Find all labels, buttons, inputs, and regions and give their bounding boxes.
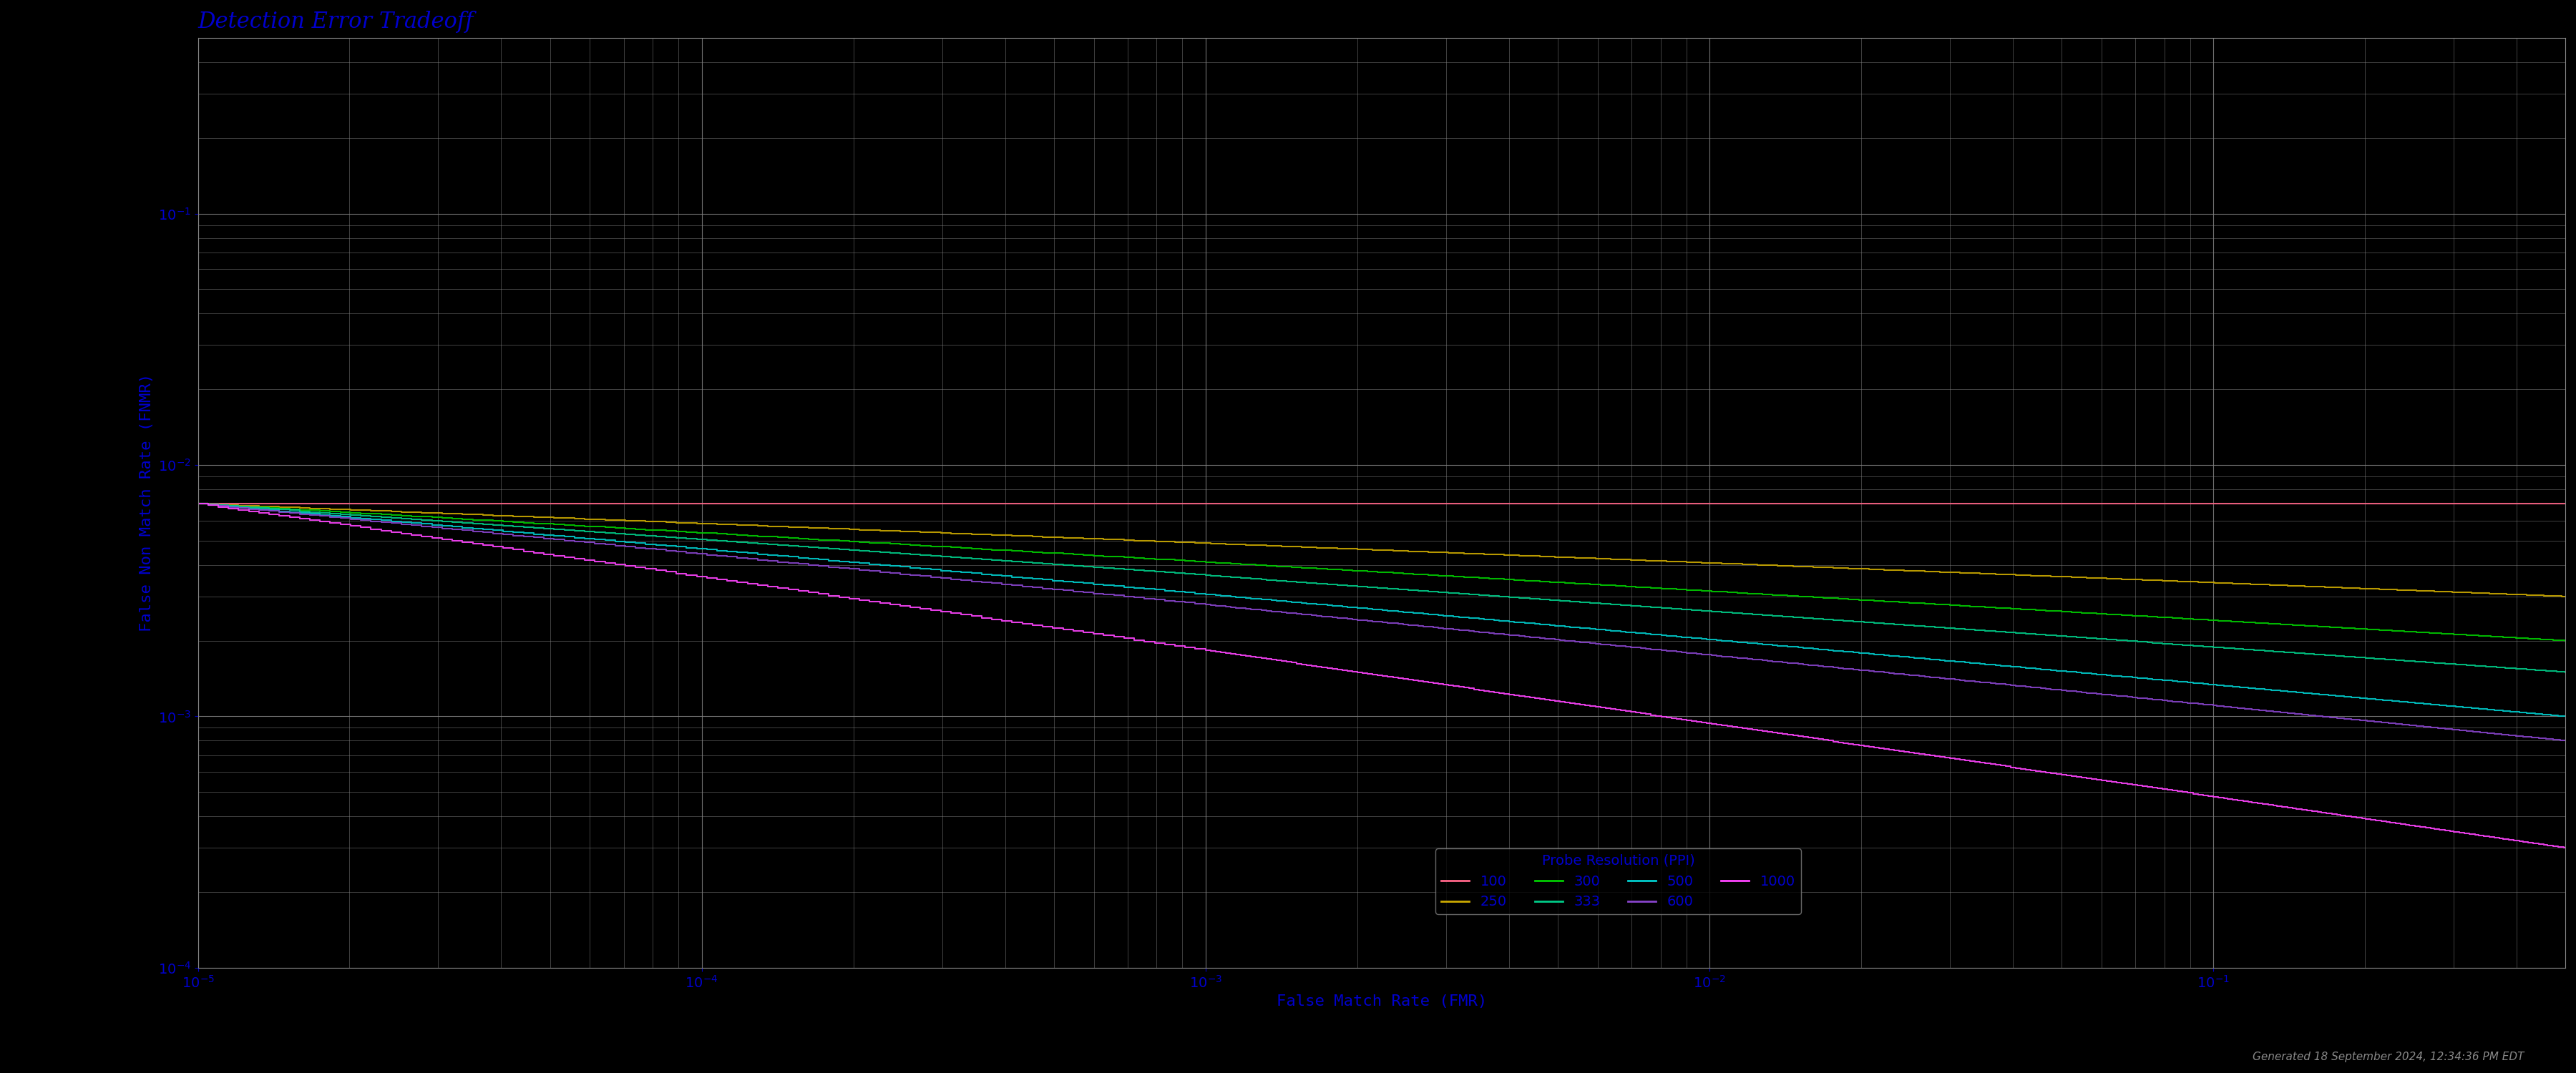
1000 — [2187, 789, 2218, 802]
Text: Generated 18 September 2024, 12:34:36 PM EDT: Generated 18 September 2024, 12:34:36 PM… — [2254, 1052, 2524, 1062]
Line: 300: 300 — [198, 504, 2566, 641]
333 — [1883, 618, 1914, 631]
300 — [1883, 596, 1914, 608]
300 — [1899, 597, 1929, 609]
600 — [1899, 670, 1929, 682]
333 — [2050, 630, 2081, 643]
250 — [2550, 590, 2576, 603]
Line: 600: 600 — [198, 504, 2566, 740]
100 — [183, 498, 214, 511]
Legend: 100, 250, 300, 333, 500, 600, 1000: 100, 250, 300, 333, 500, 600, 1000 — [1435, 849, 1801, 914]
1000 — [2530, 838, 2561, 851]
300 — [183, 498, 214, 511]
Y-axis label: False Non Match Rate (FNMR): False Non Match Rate (FNMR) — [139, 373, 155, 632]
300 — [2050, 605, 2081, 618]
300 — [2530, 633, 2561, 646]
500 — [183, 498, 214, 511]
250 — [2187, 576, 2218, 589]
500 — [2530, 708, 2561, 721]
Line: 333: 333 — [198, 504, 2566, 672]
600 — [183, 498, 214, 511]
250 — [1883, 564, 1914, 577]
300 — [2187, 614, 2218, 627]
100 — [2530, 498, 2561, 511]
333 — [2530, 664, 2561, 677]
100 — [1883, 498, 1914, 511]
333 — [1899, 619, 1929, 632]
600 — [2391, 718, 2421, 731]
Text: Detection Error Tradeoff: Detection Error Tradeoff — [198, 11, 474, 33]
250 — [2391, 584, 2421, 597]
600 — [1883, 667, 1914, 680]
600 — [2187, 699, 2218, 711]
300 — [2391, 624, 2421, 637]
250 — [183, 498, 214, 511]
600 — [2530, 732, 2561, 745]
100 — [1899, 498, 1929, 511]
1000 — [1899, 747, 1929, 760]
Line: 500: 500 — [198, 504, 2566, 717]
X-axis label: False Match Rate (FMR): False Match Rate (FMR) — [1275, 995, 1486, 1009]
250 — [2530, 589, 2561, 602]
600 — [2050, 685, 2081, 697]
1000 — [2391, 819, 2421, 832]
333 — [2391, 655, 2421, 667]
100 — [2550, 498, 2576, 511]
500 — [1883, 650, 1914, 663]
1000 — [1883, 745, 1914, 758]
100 — [2391, 498, 2421, 511]
1000 — [2550, 841, 2576, 854]
500 — [1899, 651, 1929, 664]
100 — [2050, 498, 2081, 511]
500 — [2391, 695, 2421, 708]
250 — [1899, 564, 1929, 577]
Line: 1000: 1000 — [198, 504, 2566, 848]
Line: 250: 250 — [198, 504, 2566, 597]
333 — [2550, 665, 2576, 678]
1000 — [2050, 769, 2081, 782]
600 — [2550, 734, 2576, 747]
500 — [2187, 677, 2218, 690]
100 — [2187, 498, 2218, 511]
500 — [2050, 665, 2081, 678]
333 — [183, 498, 214, 511]
300 — [2550, 634, 2576, 647]
333 — [2187, 640, 2218, 652]
500 — [2550, 710, 2576, 723]
1000 — [183, 498, 214, 511]
250 — [2050, 571, 2081, 584]
